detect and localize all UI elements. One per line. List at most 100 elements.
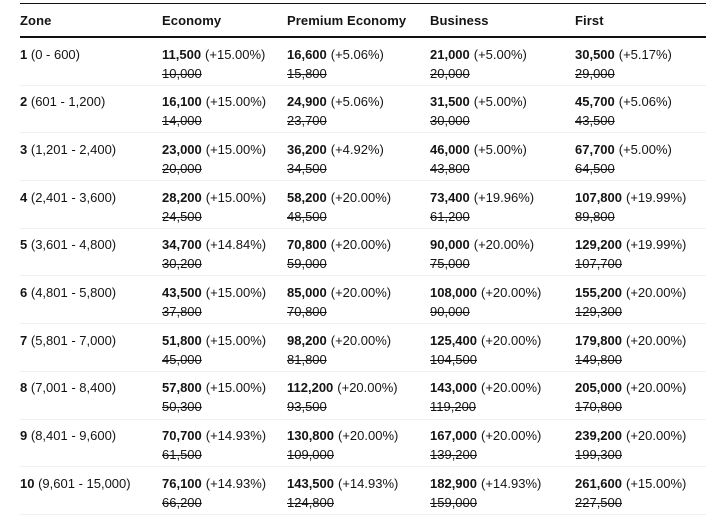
- new-fare: 51,800: [162, 332, 202, 348]
- old-fare: 14,000: [162, 113, 202, 129]
- fare-change-pct: (+20.00%): [330, 237, 392, 253]
- old-fare: 30,200: [162, 256, 202, 272]
- old-fare: 104,500: [430, 351, 477, 367]
- fare-change-pct: (+14.93%): [205, 475, 267, 491]
- zone-number: 9: [20, 428, 28, 443]
- table-row: 3 (1,201 - 2,400) 23,000 (+15.00%) 20,000…: [20, 133, 706, 182]
- table-row: 8 (7,001 - 8,400) 57,800 (+15.00%) 50,300…: [20, 372, 706, 420]
- premium-economy-fare-cell: 85,000 (+20.00%) 70,800: [287, 276, 430, 323]
- old-fare: 50,300: [162, 399, 202, 415]
- fare-change-pct: (+15.00%): [626, 475, 687, 491]
- zone-range: (601 - 1,200): [30, 94, 106, 110]
- table-row: 6 (4,801 - 5,800) 43,500 (+15.00%) 37,800…: [20, 276, 706, 325]
- zone-cell: 10 (9,601 - 15,000): [20, 467, 162, 514]
- fare-change-pct: (+20.00%): [626, 428, 687, 443]
- old-fare: 15,800: [287, 65, 327, 81]
- new-fare: 30,500: [575, 46, 615, 62]
- first-fare-cell: 67,700 (+5.00%) 64,500: [575, 133, 706, 180]
- zone-number: 5: [20, 237, 28, 253]
- fare-change-pct: (+20.00%): [473, 237, 535, 253]
- old-fare: 37,800: [162, 303, 202, 319]
- first-fare-cell: 261,600 (+15.00%) 227,500: [575, 467, 706, 514]
- new-fare: 58,200: [287, 189, 327, 205]
- zone-range: (3,601 - 4,800): [30, 237, 117, 253]
- fare-change-pct: (+20.00%): [337, 380, 398, 396]
- zone-range: (2,401 - 3,600): [30, 189, 117, 205]
- zone-number: 6: [20, 284, 28, 300]
- column-header-first: First: [575, 12, 604, 28]
- fare-change-pct: (+20.00%): [330, 189, 392, 205]
- fare-change-pct: (+5.00%): [618, 141, 672, 157]
- zone-cell: 3 (1,201 - 2,400): [20, 133, 162, 180]
- first-fare-cell: 30,500 (+5.17%) 29,000: [575, 38, 706, 85]
- new-fare: 182,900: [430, 475, 477, 491]
- old-fare: 93,500: [287, 399, 327, 415]
- economy-fare-cell: 28,200 (+15.00%) 24,500: [162, 181, 287, 228]
- fare-change-pct: (+15.00%): [205, 46, 266, 62]
- fare-change-pct: (+20.00%): [330, 284, 392, 300]
- old-fare: 10,000: [162, 65, 202, 81]
- zone-range: (4,801 - 5,800): [30, 284, 117, 300]
- zone-cell: 1 (0 - 600): [20, 38, 162, 85]
- new-fare: 125,400: [430, 332, 477, 348]
- fare-change-pct: (+14.93%): [481, 475, 542, 491]
- old-fare: 61,500: [162, 447, 202, 462]
- business-fare-cell: 31,500 (+5.00%) 30,000: [430, 86, 575, 133]
- fare-table: Zone Economy Premium Economy Business Fi…: [20, 3, 706, 515]
- fare-change-pct: (+14.84%): [205, 237, 267, 253]
- column-header-economy: Economy: [162, 12, 222, 28]
- new-fare: 108,000: [430, 284, 477, 300]
- fare-change-pct: (+5.06%): [618, 94, 672, 110]
- new-fare: 31,500: [430, 94, 470, 110]
- table-row: 5 (3,601 - 4,800) 34,700 (+14.84%) 30,200…: [20, 229, 706, 277]
- new-fare: 11,500: [162, 46, 202, 62]
- economy-fare-cell: 16,100 (+15.00%) 14,000: [162, 86, 287, 133]
- old-fare: 66,200: [162, 494, 202, 510]
- premium-economy-fare-cell: 58,200 (+20.00%) 48,500: [287, 181, 430, 228]
- first-fare-cell: 129,200 (+19.99%) 107,700: [575, 229, 706, 276]
- old-fare: 107,700: [575, 256, 622, 272]
- new-fare: 67,700: [575, 141, 615, 157]
- zone-range: (5,801 - 7,000): [30, 332, 117, 348]
- business-fare-cell: 143,000 (+20.00%) 119,200: [430, 372, 575, 419]
- business-fare-cell: 46,000 (+5.00%) 43,800: [430, 133, 575, 180]
- new-fare: 90,000: [430, 237, 470, 253]
- new-fare: 98,200: [287, 332, 327, 348]
- zone-range: (0 - 600): [30, 46, 80, 62]
- old-fare: 199,300: [575, 447, 622, 462]
- new-fare: 107,800: [575, 189, 622, 205]
- premium-economy-fare-cell: 98,200 (+20.00%) 81,800: [287, 324, 430, 371]
- premium-economy-fare-cell: 70,800 (+20.00%) 59,000: [287, 229, 430, 276]
- new-fare: 45,700: [575, 94, 615, 110]
- fare-change-pct: (+15.00%): [205, 284, 267, 300]
- fare-change-pct: (+20.00%): [481, 380, 542, 396]
- new-fare: 70,800: [287, 237, 327, 253]
- fare-change-pct: (+5.00%): [473, 141, 527, 157]
- fare-change-pct: (+20.00%): [330, 332, 392, 348]
- old-fare: 24,500: [162, 208, 202, 224]
- old-fare: 61,200: [430, 208, 470, 224]
- old-fare: 45,000: [162, 351, 202, 367]
- zone-cell: 8 (7,001 - 8,400): [20, 372, 162, 419]
- first-fare-cell: 205,000 (+20.00%) 170,800: [575, 372, 706, 419]
- premium-economy-fare-cell: 24,900 (+5.06%) 23,700: [287, 86, 430, 133]
- old-fare: 23,700: [287, 113, 327, 129]
- business-fare-cell: 73,400 (+19.96%) 61,200: [430, 181, 575, 228]
- fare-change-pct: (+15.00%): [205, 94, 267, 110]
- new-fare: 73,400: [430, 189, 470, 205]
- table-row: 9 (8,401 - 9,600) 70,700 (+14.93%) 61,500…: [20, 420, 706, 468]
- old-fare: 139,200: [430, 447, 477, 462]
- new-fare: 16,100: [162, 94, 202, 110]
- old-fare: 124,800: [287, 494, 334, 510]
- zone-range: (9,601 - 15,000): [38, 475, 131, 491]
- old-fare: 119,200: [430, 399, 477, 415]
- new-fare: 261,600: [575, 475, 622, 491]
- column-header-zone: Zone: [20, 12, 52, 28]
- premium-economy-fare-cell: 130,800 (+20.00%) 109,000: [287, 420, 430, 467]
- premium-economy-fare-cell: 36,200 (+4.92%) 34,500: [287, 133, 430, 180]
- table-body: 1 (0 - 600) 11,500 (+15.00%) 10,000 16,60…: [20, 38, 706, 515]
- column-header-premium-economy: Premium Economy: [287, 12, 407, 28]
- economy-fare-cell: 57,800 (+15.00%) 50,300: [162, 372, 287, 419]
- old-fare: 89,800: [575, 208, 615, 224]
- fare-change-pct: (+20.00%): [481, 428, 542, 443]
